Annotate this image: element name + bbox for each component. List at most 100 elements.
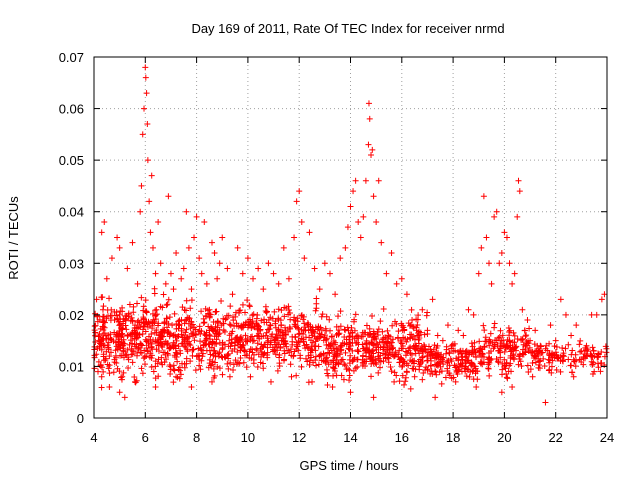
data-point [138,341,145,348]
data-point [365,100,372,107]
data-point [512,344,519,351]
data-point [533,347,540,354]
data-point [263,319,270,326]
data-point [148,172,155,179]
data-point [342,362,349,369]
data-point [322,336,329,343]
data-point [149,322,156,329]
data-point [414,332,421,339]
data-point [491,320,498,327]
data-point [214,320,221,327]
data-point [285,275,292,282]
data-point [337,323,344,330]
data-point [187,325,194,332]
data-point [362,340,369,347]
data-point [285,307,292,314]
data-point [177,371,184,378]
data-point [102,355,109,362]
data-point [407,385,414,392]
data-point [314,335,321,342]
data-point [481,343,488,350]
data-point [504,342,511,349]
data-point [255,265,262,272]
data-point [501,356,508,363]
data-point [107,336,114,343]
data-point [546,340,553,347]
data-point [375,355,382,362]
data-point [462,348,469,355]
data-point [419,353,426,360]
data-point [415,358,422,365]
data-point [260,365,267,372]
data-point [269,331,276,338]
data-point [377,358,384,365]
data-point [192,367,199,374]
data-point [366,115,373,122]
data-point [211,249,218,256]
data-point [208,344,215,351]
data-point [163,302,170,309]
data-point [196,362,203,369]
data-point [242,337,249,344]
data-point [321,351,328,358]
data-point [214,275,221,282]
data-point [537,342,544,349]
x-tick-label: 6 [142,430,149,445]
data-point [181,320,188,327]
data-point [254,326,261,333]
data-point [511,339,518,346]
data-point [98,364,105,371]
data-point [98,334,105,341]
data-point [267,341,274,348]
data-point [593,311,600,318]
data-point [212,326,219,333]
data-point [519,306,526,313]
data-point [231,346,238,353]
data-point [127,317,134,324]
data-point [334,313,341,320]
data-point [546,357,553,364]
data-point [94,318,101,325]
data-point [301,255,308,262]
data-point [373,335,380,342]
data-point [94,312,101,319]
data-point [177,350,184,357]
data-point [536,361,543,368]
data-point [138,319,145,326]
data-point [106,384,113,391]
data-point [216,349,223,356]
data-point [587,351,594,358]
data-point [552,337,559,344]
data-point [150,368,157,375]
data-point [244,297,251,304]
data-point [383,270,390,277]
data-point [369,146,376,153]
y-tick-label: 0.01 [59,359,84,374]
data-point [532,327,539,334]
data-point [293,372,300,379]
data-point [214,363,221,370]
data-point [481,327,488,334]
data-point [145,333,152,340]
data-point [584,348,591,355]
data-point [411,373,418,380]
data-point [120,347,127,354]
data-point [491,213,498,220]
data-point [337,351,344,358]
data-point [159,333,166,340]
data-point [541,362,548,369]
y-tick-label: 0.02 [59,308,84,323]
data-point [115,318,122,325]
data-point [287,361,294,368]
data-point [197,338,204,345]
data-point [131,373,138,380]
data-point [122,312,129,319]
data-point [171,310,178,317]
data-point [256,335,263,342]
data-point [95,358,102,365]
data-point [335,360,342,367]
data-point [199,353,206,360]
data-point [219,344,226,351]
data-point [436,369,443,376]
data-point [509,280,516,287]
